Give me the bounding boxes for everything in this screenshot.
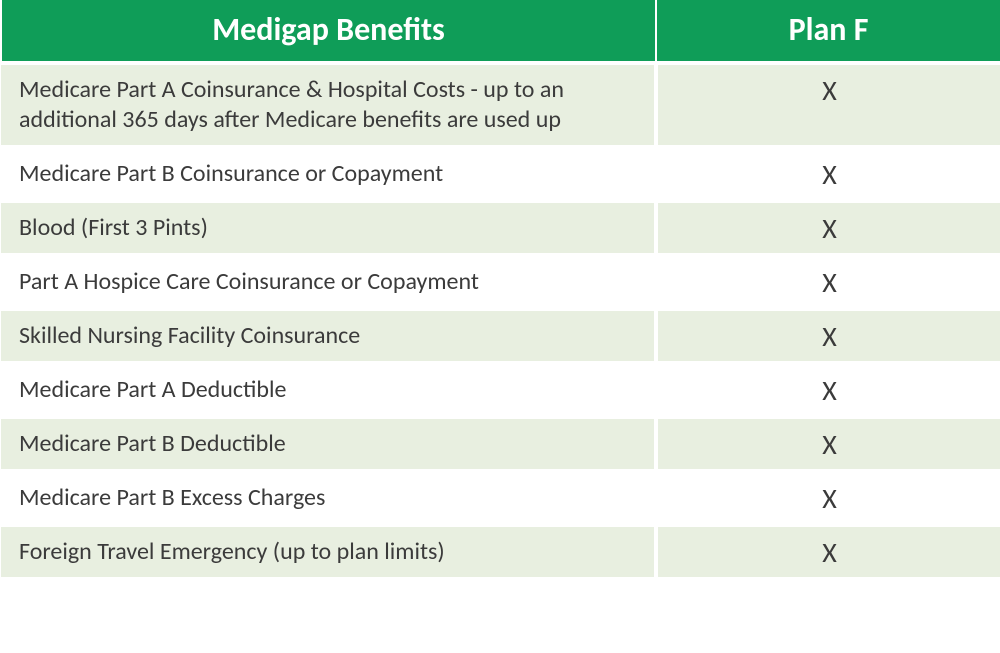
table-row: Medicare Part B DeductibleX	[1, 417, 1000, 471]
benefit-cell: Medicare Part B Excess Charges	[1, 471, 656, 525]
plan-f-cell: X	[656, 417, 1000, 471]
table-row: Skilled Nursing Facility CoinsuranceX	[1, 309, 1000, 363]
plan-f-cell: X	[656, 147, 1000, 201]
benefit-cell: Medicare Part B Coinsurance or Copayment	[1, 147, 656, 201]
table-row: Blood (First 3 Pints)X	[1, 201, 1000, 255]
plan-f-cell: X	[656, 201, 1000, 255]
plan-f-cell: X	[656, 63, 1000, 147]
benefit-cell: Medicare Part A Coinsurance & Hospital C…	[1, 63, 656, 147]
table-row: Part A Hospice Care Coinsurance or Copay…	[1, 255, 1000, 309]
plan-f-cell: X	[656, 255, 1000, 309]
table-row: Foreign Travel Emergency (up to plan lim…	[1, 525, 1000, 577]
table-row: Medicare Part B Coinsurance or Copayment…	[1, 147, 1000, 201]
column-header-benefits: Medigap Benefits	[1, 0, 656, 63]
benefit-cell: Foreign Travel Emergency (up to plan lim…	[1, 525, 656, 577]
plan-f-cell: X	[656, 363, 1000, 417]
benefit-cell: Blood (First 3 Pints)	[1, 201, 656, 255]
benefit-cell: Medicare Part B Deductible	[1, 417, 656, 471]
medigap-benefits-table: Medigap Benefits Plan F Medicare Part A …	[0, 0, 1000, 577]
plan-f-cell: X	[656, 309, 1000, 363]
table-row: Medicare Part A DeductibleX	[1, 363, 1000, 417]
plan-f-cell: X	[656, 525, 1000, 577]
plan-f-cell: X	[656, 471, 1000, 525]
column-header-plan-f: Plan F	[656, 0, 1000, 63]
table-row: Medicare Part A Coinsurance & Hospital C…	[1, 63, 1000, 147]
benefit-cell: Medicare Part A Deductible	[1, 363, 656, 417]
benefit-cell: Skilled Nursing Facility Coinsurance	[1, 309, 656, 363]
benefit-cell: Part A Hospice Care Coinsurance or Copay…	[1, 255, 656, 309]
table-header-row: Medigap Benefits Plan F	[1, 0, 1000, 63]
table-row: Medicare Part B Excess ChargesX	[1, 471, 1000, 525]
